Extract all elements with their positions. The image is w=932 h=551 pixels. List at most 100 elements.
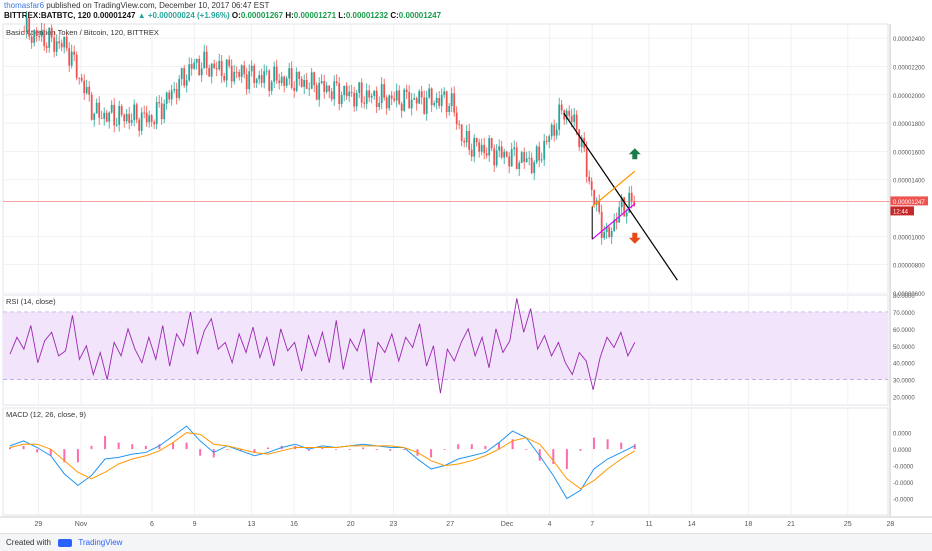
candle-body <box>335 81 338 84</box>
candle-body <box>183 68 186 86</box>
macd-histogram-bar <box>158 444 161 450</box>
candle-body <box>480 144 483 152</box>
candle-body <box>560 104 563 111</box>
rsi-y-tick-label: 80.0000 <box>893 294 915 300</box>
macd-histogram-bar <box>36 449 39 453</box>
candle-body <box>625 212 628 217</box>
candle-body <box>90 94 93 120</box>
tradingview-link[interactable]: TradingView <box>78 538 123 547</box>
candle-body <box>328 85 331 92</box>
y-tick-label: 0.00002400 <box>893 37 925 43</box>
candle-body <box>555 129 558 136</box>
rsi-y-tick-label: 60.0000 <box>893 328 915 334</box>
macd-histogram-bar <box>389 449 392 451</box>
candle-body <box>475 137 478 143</box>
chart-canvas[interactable]: 29 Nov 6 9 13 16 20 23 27 Dec 4 7 11 14 18 21 25 28 0.0000… <box>0 0 932 534</box>
y-tick-label: 0.00002000 <box>893 94 925 100</box>
macd-histogram-bar <box>565 449 568 469</box>
candle-body <box>520 152 523 163</box>
candle-body <box>280 76 283 84</box>
candle-body <box>278 80 281 84</box>
candle-body <box>470 149 473 157</box>
candle-body <box>163 103 166 120</box>
candle-body <box>405 89 408 93</box>
x-tick-label: 25 <box>844 521 852 528</box>
candle-body <box>463 140 466 143</box>
candle-body <box>273 66 276 82</box>
candle-body <box>490 138 493 149</box>
candle-body <box>450 93 453 106</box>
countdown-box <box>890 206 914 216</box>
candle-body <box>398 90 401 104</box>
candle-body <box>48 27 51 48</box>
candle-body <box>553 124 556 136</box>
candle-body <box>298 71 301 79</box>
macd-histogram-bar <box>212 449 215 458</box>
macd-y-tick-label: 0.0000 <box>893 448 912 454</box>
candle-body <box>220 60 223 76</box>
candle-body <box>120 105 123 115</box>
rsi-y-tick-label: 70.0000 <box>893 311 915 317</box>
candle-body <box>333 81 336 100</box>
candle-body <box>168 92 171 100</box>
candle-body <box>235 71 238 73</box>
candle-body <box>423 97 426 114</box>
candle-body <box>440 95 443 106</box>
last-price: 0.00001247 <box>93 11 136 20</box>
macd-histogram-bar <box>307 449 310 451</box>
rsi-y-tick-label: 40.0000 <box>893 362 915 368</box>
candle-body <box>70 51 73 66</box>
candle-body <box>208 67 211 77</box>
candle-body <box>315 85 318 100</box>
y-tick-label: 0.00001000 <box>893 235 925 241</box>
candle-body <box>218 60 221 70</box>
candle-body <box>570 115 573 123</box>
candle-body <box>445 91 448 113</box>
low-value: 0.00001232 <box>345 11 389 20</box>
x-tick-label: 29 <box>35 521 43 528</box>
candle-body <box>250 65 253 72</box>
macd-histogram-bar <box>402 449 405 450</box>
candle-body <box>128 113 131 123</box>
candle-body <box>465 131 468 143</box>
candle-body <box>68 48 71 66</box>
high-label: H: <box>285 11 294 20</box>
candle-body <box>50 27 53 38</box>
y-tick-label: 0.00001800 <box>893 122 925 128</box>
candle-body <box>615 219 618 223</box>
candle-body <box>530 157 533 174</box>
macd-histogram-bar <box>375 449 378 450</box>
publish-info: thomasfar6 published on TradingView.com,… <box>4 1 269 11</box>
macd-histogram-bar <box>620 442 623 450</box>
candle-body <box>588 176 591 182</box>
candle-body <box>418 91 421 104</box>
candle-body <box>443 91 446 96</box>
pane-price-frame <box>2 23 889 294</box>
candle-body <box>133 104 136 121</box>
macd-pane-title: MACD (12, 26, close, 9) <box>6 410 87 419</box>
candle-body <box>323 81 326 92</box>
macd-histogram-bar <box>117 442 120 450</box>
y-tick-label: 0.00000800 <box>893 264 925 270</box>
candle-body <box>38 36 41 37</box>
macd-histogram-bar <box>334 449 337 450</box>
candle-body <box>620 197 623 208</box>
candle-body <box>345 85 348 97</box>
macd-histogram-bar <box>633 444 636 450</box>
author-link[interactable]: thomasfar6 <box>4 1 45 10</box>
candle-body <box>263 71 266 83</box>
candle-body <box>363 102 366 104</box>
candle-body <box>255 79 258 84</box>
candle-body <box>385 97 388 109</box>
open-label: O: <box>231 11 241 20</box>
candle-body <box>390 95 393 99</box>
current-price-box <box>890 196 928 206</box>
candle-body <box>215 68 218 70</box>
y-tick-label: 0.00001400 <box>893 179 925 185</box>
candle-body <box>508 156 511 167</box>
candle-body <box>28 17 31 37</box>
macd-histogram-bar <box>497 442 500 450</box>
candle-body <box>303 79 306 87</box>
candle-body <box>578 129 581 147</box>
candle-body <box>130 120 133 123</box>
